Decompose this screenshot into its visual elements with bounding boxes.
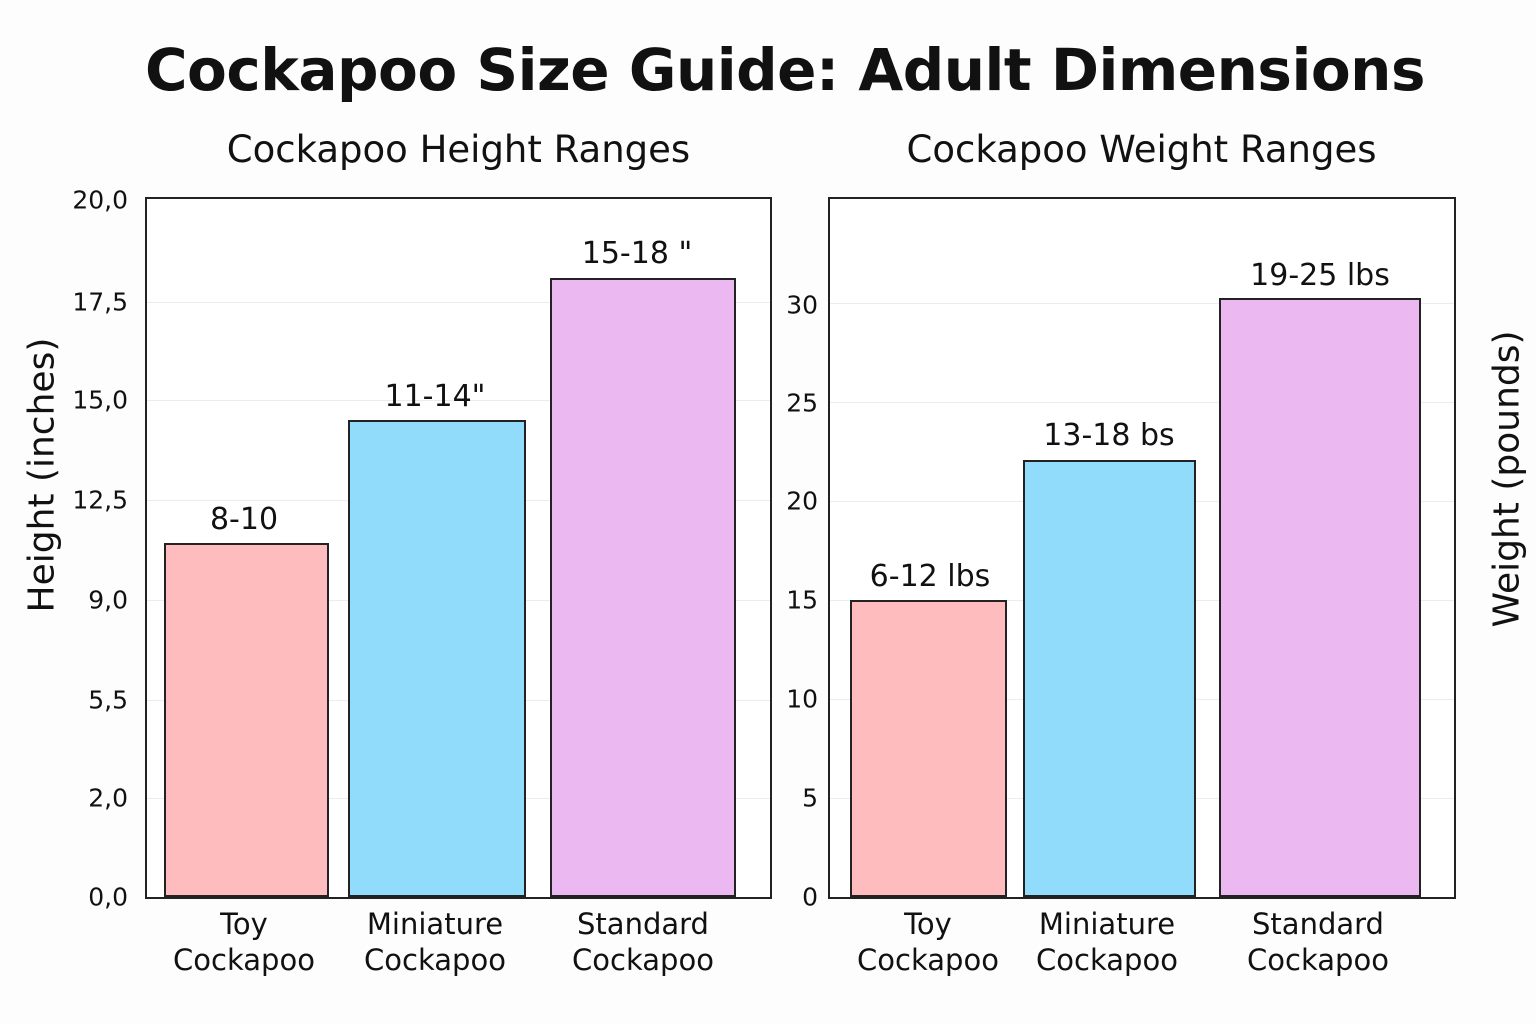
y-tick: 10 [786, 684, 818, 714]
category-line: Cockapoo [857, 943, 999, 977]
y-tick: 15 [786, 585, 818, 615]
weight-y-axis-label: Weight (pounds) [1486, 330, 1528, 628]
y-tick: 20 [786, 486, 818, 516]
bar-miniature-weight [1023, 460, 1196, 897]
category-label-miniature: Miniature Cockapoo [1036, 906, 1178, 978]
category-line: Miniature [1038, 907, 1176, 941]
category-line: Cockapoo [1036, 943, 1178, 977]
gridline [830, 402, 1454, 403]
weight-chart-title: Cockapoo Weight Ranges [906, 128, 1377, 171]
category-line: Toy [220, 907, 268, 941]
y-tick: 25 [786, 388, 818, 418]
bar-standard-height [550, 278, 736, 897]
y-tick: 20,0 [72, 185, 128, 215]
gridline [147, 400, 770, 401]
bar-label-toy-weight: 6-12 lbs [869, 559, 991, 594]
bar-label-miniature-weight: 13-18 bs [1043, 418, 1175, 453]
category-label-toy: Toy Cockapoo [173, 906, 315, 978]
category-line: Cockapoo [572, 943, 714, 977]
bar-miniature-height [348, 420, 526, 897]
category-line: Toy [904, 907, 952, 941]
y-tick: 0 [802, 882, 818, 912]
main-title: Cockapoo Size Guide: Adult Dimensions [144, 36, 1426, 104]
category-label-toy: Toy Cockapoo [857, 906, 999, 978]
bar-label-standard-weight: 19-25 lbs [1250, 258, 1390, 293]
y-tick: 9,0 [88, 585, 128, 615]
category-line: Standard [577, 907, 709, 941]
height-chart-title: Cockapoo Height Ranges [226, 128, 691, 171]
weight-plot-area [828, 197, 1456, 899]
y-tick: 5,5 [88, 685, 128, 715]
y-tick: 5 [802, 783, 818, 813]
y-tick: 15,0 [72, 385, 128, 415]
bar-label-standard-height: 15-18 " [581, 236, 693, 271]
category-label-standard: Standard Cockapoo [1247, 906, 1389, 978]
y-tick: 30 [786, 290, 818, 320]
category-line: Cockapoo [173, 943, 315, 977]
bar-label-toy-height: 8-10 [209, 502, 279, 537]
gridline [830, 303, 1454, 304]
y-tick: 17,5 [72, 287, 128, 317]
y-tick: 12,5 [72, 485, 128, 515]
bar-standard-weight [1219, 298, 1421, 897]
y-tick: 2,0 [88, 783, 128, 813]
category-line: Standard [1252, 907, 1384, 941]
category-label-standard: Standard Cockapoo [572, 906, 714, 978]
category-label-miniature: Miniature Cockapoo [364, 906, 506, 978]
y-tick: 0,0 [88, 882, 128, 912]
category-line: Miniature [366, 907, 504, 941]
bar-toy-weight [850, 600, 1007, 897]
category-line: Cockapoo [1247, 943, 1389, 977]
category-line: Cockapoo [364, 943, 506, 977]
gridline [147, 302, 770, 303]
height-plot-area [145, 197, 772, 899]
bar-label-miniature-height: 11-14" [384, 379, 486, 414]
bar-toy-height [164, 543, 329, 897]
